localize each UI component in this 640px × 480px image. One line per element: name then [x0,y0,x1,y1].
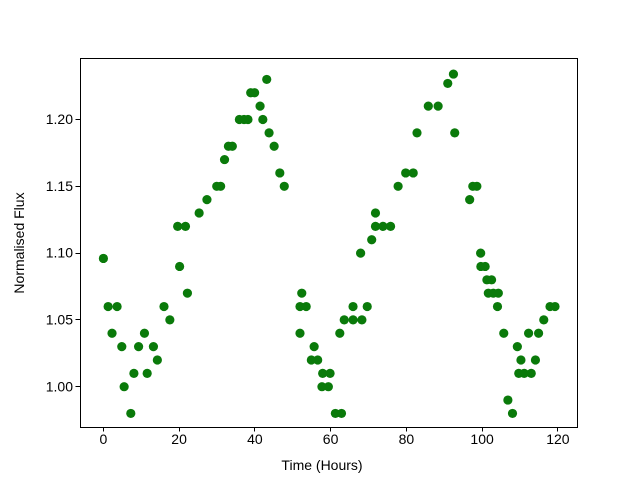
svg-text:Normalised Flux: Normalised Flux [11,192,27,293]
svg-text:80: 80 [399,431,415,447]
svg-text:40: 40 [247,431,263,447]
svg-text:Time (Hours): Time (Hours) [281,457,362,473]
svg-text:1.10: 1.10 [46,245,73,261]
svg-text:1.15: 1.15 [46,178,73,194]
svg-text:20: 20 [171,431,187,447]
svg-text:1.20: 1.20 [46,111,73,127]
svg-text:1.05: 1.05 [46,312,73,328]
svg-text:1.00: 1.00 [46,378,73,394]
svg-text:60: 60 [323,431,339,447]
svg-text:0: 0 [100,431,108,447]
svg-text:100: 100 [470,431,494,447]
svg-text:120: 120 [546,431,570,447]
